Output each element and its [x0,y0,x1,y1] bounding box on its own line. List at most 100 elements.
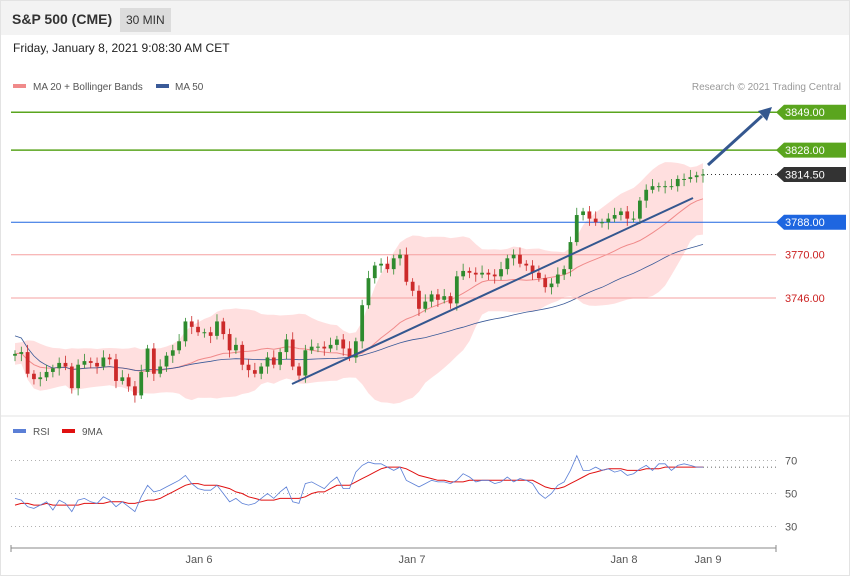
candle-body [499,269,503,277]
level-0-tag [776,104,846,120]
instrument-title: S&P 500 (CME) [12,11,113,27]
candle-body [410,281,415,291]
candle-body [385,263,390,270]
rsi-legend-label: RSI [33,427,50,438]
candle-body [454,276,459,304]
candle-body [221,321,226,335]
ma50-line [14,244,704,371]
target-arrow-shaft [706,114,764,167]
candle-body [50,368,55,372]
candle-body [316,346,320,348]
level-1-tag [776,142,846,158]
level-0-label: 3849.00 [785,107,825,119]
candle-body [88,361,93,363]
level-3-label: 3788.00 [785,217,825,229]
candle-body [505,258,510,270]
candle-body [549,283,554,288]
interval-badge[interactable]: 30 MIN [120,8,171,32]
candle-body [177,341,182,351]
rsi-ma-legend-label: 9MA [82,427,103,438]
candle-body [164,355,169,367]
candle-body [518,254,522,264]
candle-body [278,352,282,365]
candle-body [461,270,466,277]
ma50-legend-swatch [156,84,169,88]
x-tick-label: Jan 6 [186,554,213,566]
candle-body [63,362,68,367]
rsi-legend-swatch [13,429,26,433]
candle-body [442,296,447,300]
candle-body [637,200,642,219]
candle-body [486,272,491,275]
candle-body [271,357,276,365]
level-3-tag [776,214,846,230]
candle-body [404,254,409,282]
candle-body [701,174,705,176]
rsi-line [14,454,703,513]
candle-body [448,296,453,304]
ma20-legend-label: MA 20 + Bollinger Bands [33,82,143,93]
candle-body [347,348,352,358]
candle-body [139,371,144,396]
rsi-ma-legend-swatch [62,429,75,433]
rsi-ma-line [14,466,703,506]
candle-body [120,377,125,381]
level-2-label: 3814.50 [785,169,825,181]
candle-body [675,178,680,187]
candle-body [398,254,402,259]
candle-body [183,321,188,342]
chart-header: S&P 500 (CME) 30 MIN [1,1,849,35]
candle-body [101,357,106,367]
candle-body [562,269,567,275]
candle-body [284,339,289,353]
candle-body [524,263,529,266]
candle-body [82,361,87,365]
candle-body [259,366,264,374]
candle-body [151,348,156,374]
candle-body [682,178,686,180]
candle-body [467,270,472,273]
candle-body [530,265,535,273]
candle-body [240,344,245,365]
candle-body [246,364,251,371]
candle-body [341,339,346,349]
candle-body [290,339,295,367]
candle-body [335,339,339,345]
candle-body [423,301,428,309]
candle-body [688,177,693,179]
candle-body [19,352,24,354]
candle-body [234,344,238,351]
level-2-tag [776,166,846,182]
candle-body [669,186,674,188]
candle-body [555,274,560,284]
candle-body [309,346,314,351]
rsi-tick-70: 70 [785,456,797,468]
candle-body [133,386,137,396]
candle-body [593,218,598,223]
candle-body [417,290,421,309]
candle-body [644,189,649,201]
candle-body [480,272,484,275]
candle-body [543,278,548,288]
candle-body [353,341,358,358]
candle-body [95,362,99,367]
candle-body [619,211,623,216]
candle-body [600,222,604,224]
candle-body [215,321,219,336]
candle-body [379,263,383,266]
candle-body [631,218,636,220]
level-4-label: 3770.00 [785,250,825,262]
candle-body [650,186,655,190]
candle-body [252,370,257,374]
candle-body [322,346,327,349]
candle-body [303,350,308,376]
candle-body [38,377,43,380]
candle-body [663,186,668,188]
ma50-legend-label: MA 50 [175,82,204,93]
candle-body [429,294,434,302]
candle-body [436,294,440,300]
candle-body [492,274,497,277]
chart-datetime: Friday, January 8, 2021 9:08:30 AM CET [13,41,230,55]
candle-body [69,366,74,389]
uptrend-line [291,197,694,385]
